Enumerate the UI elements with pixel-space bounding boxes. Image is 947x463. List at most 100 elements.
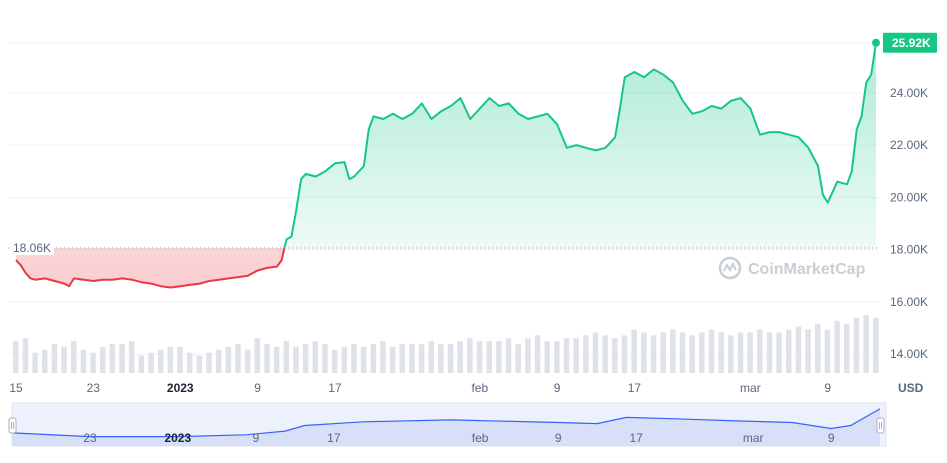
navigator-area: [12, 408, 880, 446]
current-price-label: 25.92K: [892, 36, 931, 50]
range-navigator[interactable]: 23 2023 9 17 feb 9 17 mar 9: [8, 402, 887, 447]
volume-bar: [22, 338, 29, 373]
volume-bar: [51, 344, 58, 373]
navigator-tick-label: 17: [630, 431, 644, 445]
navigator-line: [11, 408, 881, 438]
volume-bar: [186, 352, 193, 373]
navigator-tick-label: 17: [327, 431, 341, 445]
volume-bar: [438, 344, 444, 373]
volume-bar: [61, 346, 67, 373]
volume-bar: [563, 338, 570, 373]
volume-bar: [235, 344, 241, 373]
volume-bar: [283, 341, 290, 373]
navigator-tick-label: 9: [828, 431, 835, 445]
navigator-handle[interactable]: [8, 417, 17, 434]
volume-bar: [70, 341, 77, 373]
price-area-fill-up: [284, 42, 876, 249]
x-tick-label: 15: [9, 381, 23, 395]
volume-bar: [32, 352, 38, 373]
y-tick-label: 18.00K: [890, 243, 928, 257]
baseline-label-bg: [10, 240, 54, 256]
volume-bar: [206, 352, 212, 373]
volume-bar: [476, 341, 483, 373]
volume-bar: [824, 329, 831, 373]
volume-bar: [679, 332, 686, 373]
x-tick-label: 9: [824, 381, 831, 395]
volume-bar: [13, 341, 19, 373]
volume-bar: [254, 338, 261, 373]
volume-bar: [293, 346, 299, 373]
volume-bar: [834, 320, 840, 373]
volume-bar: [515, 344, 521, 373]
navigator-tick-label: 23: [83, 431, 97, 445]
volume-bar: [167, 346, 174, 373]
volume-bar: [641, 332, 647, 373]
y-tick-label: 22.00K: [890, 138, 928, 152]
volume-bar: [41, 349, 48, 373]
volume-bar: [312, 341, 319, 373]
x-tick-label: feb: [471, 381, 488, 395]
navigator-tick-label: 9: [555, 431, 562, 445]
volume-bar: [496, 341, 502, 373]
volume-bar: [815, 323, 821, 373]
volume-bar: [718, 332, 724, 373]
volume-bar: [225, 346, 232, 373]
x-axis: 15 23 2023 9 17 feb 9 17 mar 9: [9, 381, 831, 395]
volume-bar: [757, 329, 763, 373]
x-tick-label: 17: [628, 381, 642, 395]
volume-bar: [525, 338, 531, 373]
coinmarketcap-logo-icon: [718, 256, 742, 280]
volume-bar: [805, 329, 811, 373]
volume-bar: [351, 344, 357, 373]
x-tick-label: 9: [254, 381, 261, 395]
volume-bar: [554, 341, 560, 373]
volume-bar: [670, 329, 676, 373]
volume-bar: [370, 344, 377, 373]
volume-bar: [119, 344, 125, 373]
volume-bar: [148, 352, 154, 373]
volume-bar: [399, 344, 406, 373]
volume-bar: [544, 341, 550, 373]
volume-bar: [360, 346, 367, 373]
volume-bar: [728, 335, 734, 373]
current-price-badge: [883, 32, 937, 53]
x-tick-label: 23: [87, 381, 101, 395]
current-price: 25.92K: [872, 32, 937, 53]
volume-bar: [409, 344, 415, 373]
volume-bar: [583, 335, 589, 373]
volume-bar: [138, 355, 145, 373]
volume-bar: [612, 338, 618, 373]
volume-bar: [573, 338, 579, 373]
y-tick-label: 14.00K: [890, 347, 928, 361]
volume-bar: [389, 346, 396, 373]
price-area: [15, 42, 877, 289]
volume-bars: [13, 315, 879, 373]
volume-bar: [592, 332, 599, 373]
x-tick-label: mar: [740, 381, 761, 395]
volume-bar: [689, 335, 695, 373]
navigator-tick-label: feb: [472, 431, 489, 445]
volume-bar: [128, 341, 135, 373]
volume-bar: [341, 346, 348, 373]
volume-bar: [631, 329, 637, 373]
x-tick-label: 2023: [167, 381, 194, 395]
volume-bar: [602, 335, 608, 373]
volume-bar: [747, 332, 753, 373]
volume-bar: [650, 335, 657, 373]
volume-bar: [418, 344, 425, 373]
volume-bar: [80, 349, 87, 373]
baseline-label: 18.06K: [13, 241, 51, 255]
baseline: 18.06K: [8, 240, 880, 256]
volume-bar: [786, 329, 792, 373]
volume-bar: [196, 355, 203, 373]
volume-bar: [699, 332, 705, 373]
y-tick-label: 20.00K: [890, 190, 928, 204]
volume-bar: [109, 344, 116, 373]
volume-bar: [486, 341, 492, 373]
navigator-tick-label: 9: [252, 431, 259, 445]
volume-bar: [505, 338, 512, 373]
navigator-handle[interactable]: [876, 417, 885, 434]
volume-bar: [534, 335, 541, 373]
volume-bar: [157, 349, 164, 373]
